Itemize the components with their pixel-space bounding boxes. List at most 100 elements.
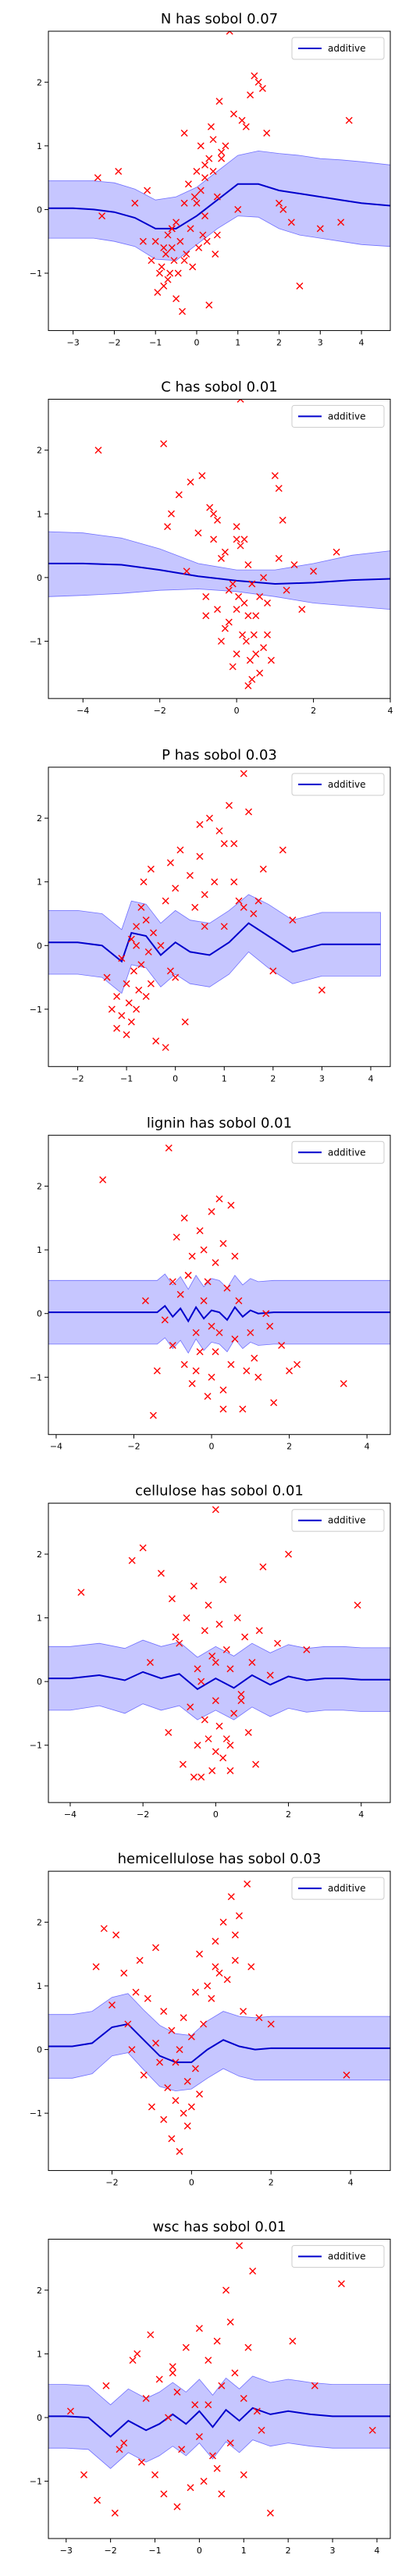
y-tick-label: 1 (37, 2349, 42, 2359)
data-point (206, 503, 214, 511)
data-point (160, 2115, 168, 2123)
data-point (233, 535, 240, 543)
data-point (247, 1963, 255, 1971)
x-tick-label: 0 (197, 2546, 202, 2556)
data-point (66, 2407, 74, 2415)
x-tick-label: −1 (149, 337, 162, 347)
data-point (175, 491, 183, 499)
data-point (286, 1367, 293, 1375)
x-tick-label: 0 (194, 337, 199, 347)
data-point (212, 1748, 219, 1756)
data-point (202, 612, 210, 620)
data-point (123, 980, 130, 987)
data-point (207, 123, 215, 130)
x-tick-label: 4 (365, 1442, 370, 1452)
data-point (80, 2471, 88, 2478)
data-point (253, 2407, 261, 2415)
data-point (215, 1969, 223, 1977)
plot-area (48, 2242, 390, 2517)
x-tick-label: 2 (311, 706, 316, 716)
data-point (182, 2343, 190, 2351)
data-point (196, 1348, 204, 1356)
x-tick-label: 0 (209, 1442, 215, 1452)
data-point (226, 1767, 234, 1774)
data-point (260, 574, 268, 582)
data-point (233, 1614, 241, 1622)
legend-label: additive (328, 779, 365, 790)
data-point (176, 1639, 183, 1647)
data-point (181, 1018, 189, 1026)
data-point (162, 897, 169, 905)
x-tick-label: −2 (137, 1809, 149, 1820)
data-point (255, 1627, 263, 1635)
data-point (226, 1742, 234, 1749)
data-point (191, 2065, 199, 2073)
x-tick-label: 4 (348, 2178, 354, 2188)
data-point (144, 948, 152, 955)
data-point (176, 846, 184, 854)
data-point (285, 1550, 293, 1558)
data-point (198, 471, 206, 479)
data-point (160, 282, 168, 290)
legend-label: additive (328, 411, 365, 422)
data-point (217, 554, 225, 562)
mean-line (48, 562, 390, 585)
data-point (240, 2008, 247, 2016)
data-point (345, 116, 353, 124)
data-point (188, 1379, 196, 1387)
data-point (179, 1760, 187, 1768)
data-point (118, 955, 126, 962)
data-point (337, 2280, 345, 2288)
data-point (231, 1335, 239, 1343)
data-point (200, 2478, 208, 2485)
data-point (125, 999, 133, 1007)
data-point (165, 1728, 173, 1736)
data-point (266, 1322, 274, 1330)
x-tick-label: −4 (64, 1809, 76, 1820)
legend-label: additive (328, 2251, 365, 2262)
data-point (172, 884, 180, 892)
data-point (137, 903, 145, 911)
data-point (205, 2401, 212, 2409)
data-point (144, 1994, 151, 2002)
data-point (142, 993, 150, 1001)
data-point (242, 123, 250, 130)
data-point (195, 244, 203, 251)
data-point (252, 650, 260, 658)
data-point (226, 2318, 234, 2326)
data-point (240, 599, 248, 607)
data-point (231, 1956, 239, 1964)
data-point (247, 91, 254, 99)
axes-frame (48, 767, 391, 1067)
data-point (215, 98, 223, 105)
legend-box (291, 404, 385, 428)
data-point (239, 631, 247, 639)
data-point (144, 187, 151, 194)
confidence-band (48, 2375, 390, 2469)
chart-panel: P has sobol 0.03 −2 −1 0 1 2 3 4 −1 0 1 2 additive (30, 747, 391, 1083)
data-point (204, 1278, 212, 1286)
x-tick-label: 0 (189, 2178, 194, 2188)
chart-title: cellulose has sobol 0.01 (135, 1483, 304, 1500)
x-tick-label: 0 (234, 706, 240, 716)
data-point (240, 535, 248, 543)
data-point (245, 808, 253, 816)
data-point (271, 471, 279, 479)
axes-frame (48, 2239, 391, 2539)
data-point (186, 872, 194, 880)
y-tick-label: 2 (37, 813, 42, 824)
legend: additive (291, 773, 385, 796)
x-tick-label: 4 (374, 2546, 379, 2556)
data-point (343, 2071, 350, 2079)
data-point (123, 1031, 130, 1038)
data-point (147, 980, 155, 987)
legend: additive (291, 404, 385, 428)
chart-panel: lignin has sobol 0.01 −4 −2 0 2 4 −1 0 1 2 additiv… (30, 1115, 391, 1452)
data-point (266, 1671, 274, 1679)
data-point (166, 859, 174, 866)
data-point (229, 580, 237, 588)
data-point (187, 225, 194, 233)
data-point (197, 187, 205, 194)
data-point (204, 1393, 212, 1400)
data-point (183, 2122, 191, 2129)
